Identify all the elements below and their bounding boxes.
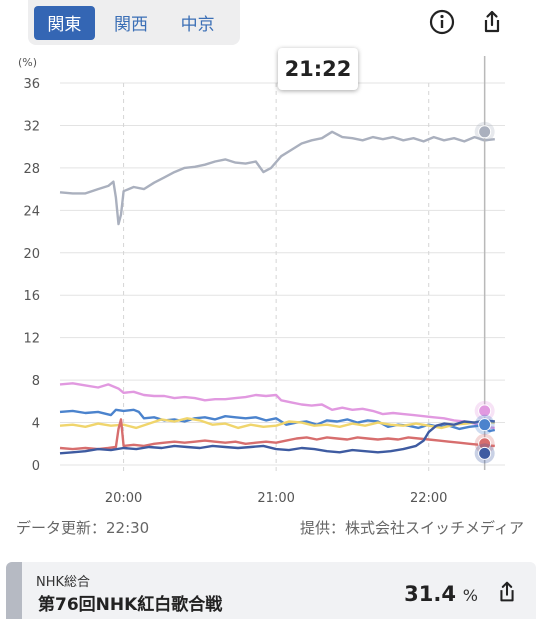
y-tick-label: 0 [32, 459, 40, 474]
program-share-icon[interactable] [494, 579, 520, 605]
share-icon[interactable] [478, 8, 506, 36]
channel-name: NHK総合 [36, 575, 91, 590]
series-line-3 [59, 408, 496, 433]
data-provider-text: 提供：株式会社スイッチメディア [300, 519, 524, 537]
x-tick-label: 21:00 [257, 491, 294, 506]
region-tabs: 関東 関西 中京 [28, 0, 240, 45]
series-marker-5[interactable] [478, 446, 492, 460]
y-tick-label: 16 [23, 289, 40, 304]
info-icon[interactable] [428, 8, 456, 36]
series-line-1 [59, 130, 495, 226]
y-tick-label: 12 [23, 332, 40, 347]
program-color-bar [6, 562, 22, 619]
cursor-time-tooltip: 21:22 [278, 48, 358, 90]
program-title: 第76回NHK紅白歌合戦 [38, 595, 223, 615]
series-marker-3[interactable] [478, 418, 492, 432]
y-tick-label: 32 [23, 119, 40, 134]
y-tick-label: 20 [23, 247, 40, 262]
y-tick-label: 8 [32, 374, 40, 389]
series-line-4 [59, 417, 495, 430]
series-line-6 [59, 419, 495, 455]
tab-kansai[interactable]: 関西 [114, 15, 148, 35]
y-tick-label: 36 [23, 77, 40, 92]
series-line-2 [59, 382, 495, 430]
series-line-5 [59, 418, 495, 451]
rating-value: 31.4 [404, 582, 456, 606]
y-tick-label: 4 [32, 417, 40, 432]
line-chart: (%) 0 4 8 12 16 20 24 28 32 36 20:00 21:00 22:00 [18, 56, 505, 506]
x-tick-label: 20:00 [105, 491, 142, 506]
y-tick-label: 28 [23, 162, 40, 177]
rating-unit: % [462, 586, 478, 605]
series-marker-2[interactable] [478, 404, 492, 418]
tab-kanto[interactable]: 関東 [34, 5, 95, 40]
x-tick-label: 22:00 [410, 491, 447, 506]
tab-chukyo[interactable]: 中京 [180, 15, 215, 35]
program-card[interactable]: NHK総合 第76回NHK紅白歌合戦 31.4 % [6, 562, 536, 619]
series-marker-1[interactable] [478, 125, 492, 139]
y-axis-unit-label: (%) [18, 56, 37, 69]
data-updated-text: データ更新：22:30 [16, 519, 150, 537]
y-tick-label: 24 [23, 204, 40, 219]
